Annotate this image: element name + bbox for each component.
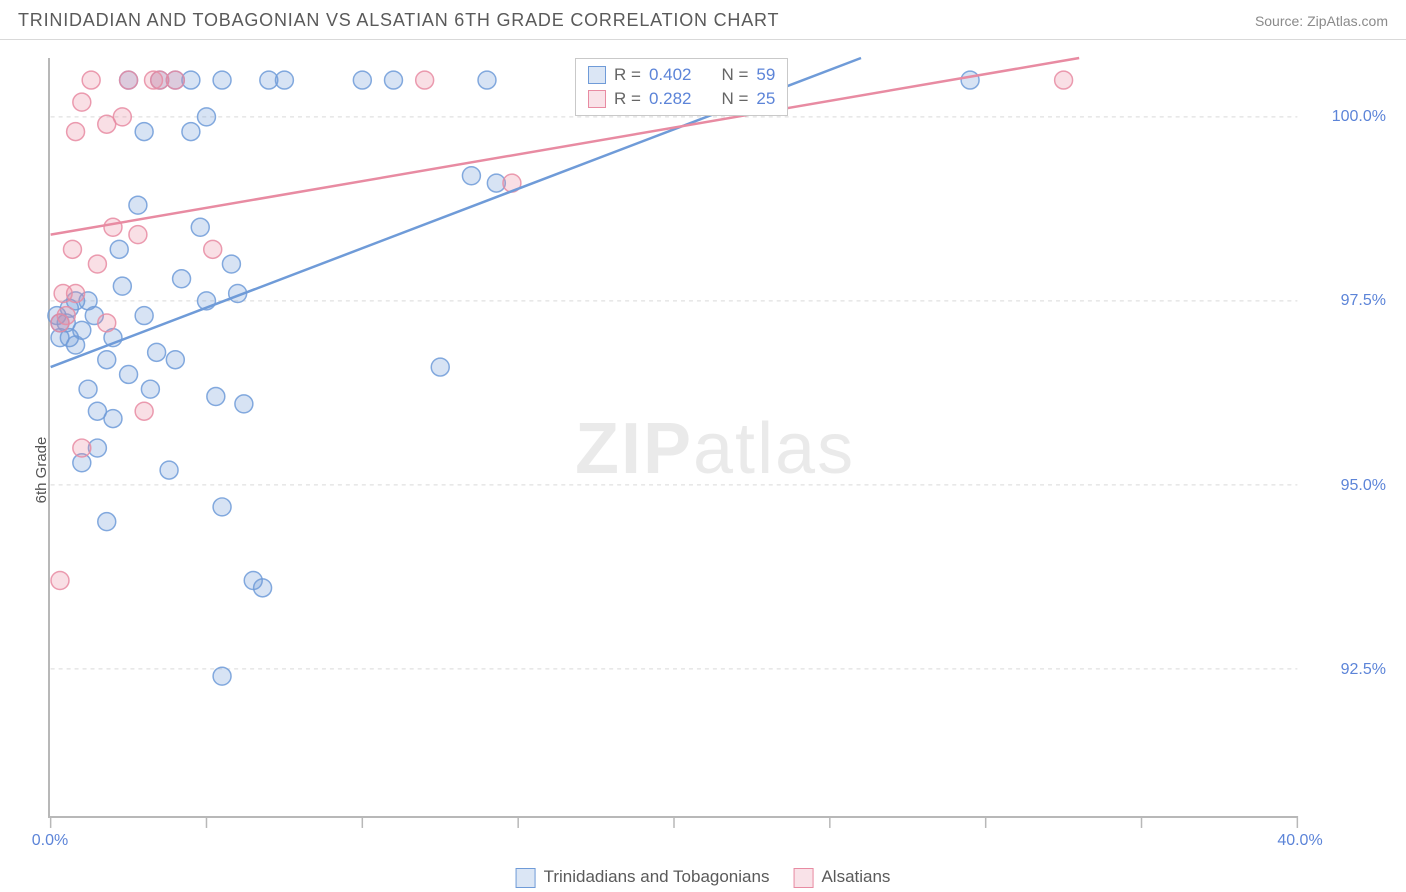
legend-item: Trinidadians and Tobagonians [516,867,770,888]
data-point [204,240,222,258]
data-point [416,71,434,89]
data-point [182,123,200,141]
legend-n-label: N = [721,65,748,85]
data-point [104,410,122,428]
data-point [135,402,153,420]
legend-r-label: R = [614,89,641,109]
data-point [73,439,91,457]
data-point [166,351,184,369]
data-point [51,572,69,590]
data-point [478,71,496,89]
legend-r-value: 0.402 [649,65,692,85]
data-point [73,321,91,339]
data-point [191,218,209,236]
legend-swatch [516,868,536,888]
data-point [148,343,166,361]
data-point [431,358,449,376]
chart-source: Source: ZipAtlas.com [1255,13,1388,29]
chart-header: TRINIDADIAN AND TOBAGONIAN VS ALSATIAN 6… [0,0,1406,40]
data-point [213,667,231,685]
data-point [67,285,85,303]
legend-swatch [588,66,606,84]
legend-r-value: 0.282 [649,89,692,109]
data-point [198,108,216,126]
data-point [207,388,225,406]
chart-area: 6th Grade 92.5%95.0%97.5%100.0%0.0%40.0%… [0,48,1406,892]
legend-stats-row: R = 0.402 N = 59 [578,63,785,87]
data-point [67,123,85,141]
data-point [353,71,371,89]
data-point [1055,71,1073,89]
data-point [385,71,403,89]
data-point [254,579,272,597]
chart-title: TRINIDADIAN AND TOBAGONIAN VS ALSATIAN 6… [18,10,779,31]
xtick-label: 0.0% [32,832,68,850]
legend-n-value: 59 [756,65,775,85]
data-point [73,93,91,111]
legend-n-value: 25 [756,89,775,109]
data-point [129,226,147,244]
legend-label: Trinidadians and Tobagonians [544,867,770,886]
legend-stats-row: R = 0.282 N = 25 [578,87,785,111]
data-point [98,314,116,332]
scatter-plot: 92.5%95.0%97.5%100.0%0.0%40.0%ZIPatlasR … [48,58,1298,818]
data-point [63,240,81,258]
data-point [141,380,159,398]
legend-label: Alsatians [821,867,890,886]
data-point [462,167,480,185]
data-point [88,255,106,273]
data-point [213,498,231,516]
legend-bottom: Trinidadians and Tobagonians Alsatians [516,867,891,888]
ytick-label: 95.0% [1341,477,1386,495]
legend-r-label: R = [614,65,641,85]
data-point [213,71,231,89]
data-point [104,218,122,236]
data-point [275,71,293,89]
data-point [98,513,116,531]
data-point [98,351,116,369]
data-point [120,365,138,383]
plot-svg [50,58,1298,816]
data-point [160,461,178,479]
legend-n-label: N = [721,89,748,109]
data-point [57,307,75,325]
ytick-label: 92.5% [1341,661,1386,679]
data-point [110,240,128,258]
data-point [82,71,100,89]
data-point [961,71,979,89]
regression-line [51,58,1080,235]
legend-swatch [793,868,813,888]
legend-stats: R = 0.402 N = 59 R = 0.282 N = 25 [575,58,788,116]
data-point [222,255,240,273]
data-point [120,71,138,89]
data-point [79,380,97,398]
data-point [129,196,147,214]
data-point [166,71,184,89]
legend-item: Alsatians [793,867,890,888]
xtick-label: 40.0% [1277,832,1322,850]
data-point [113,108,131,126]
ytick-label: 100.0% [1332,108,1386,126]
data-point [113,277,131,295]
data-point [235,395,253,413]
data-point [135,123,153,141]
data-point [173,270,191,288]
data-point [135,307,153,325]
legend-swatch [588,90,606,108]
ytick-label: 97.5% [1341,292,1386,310]
